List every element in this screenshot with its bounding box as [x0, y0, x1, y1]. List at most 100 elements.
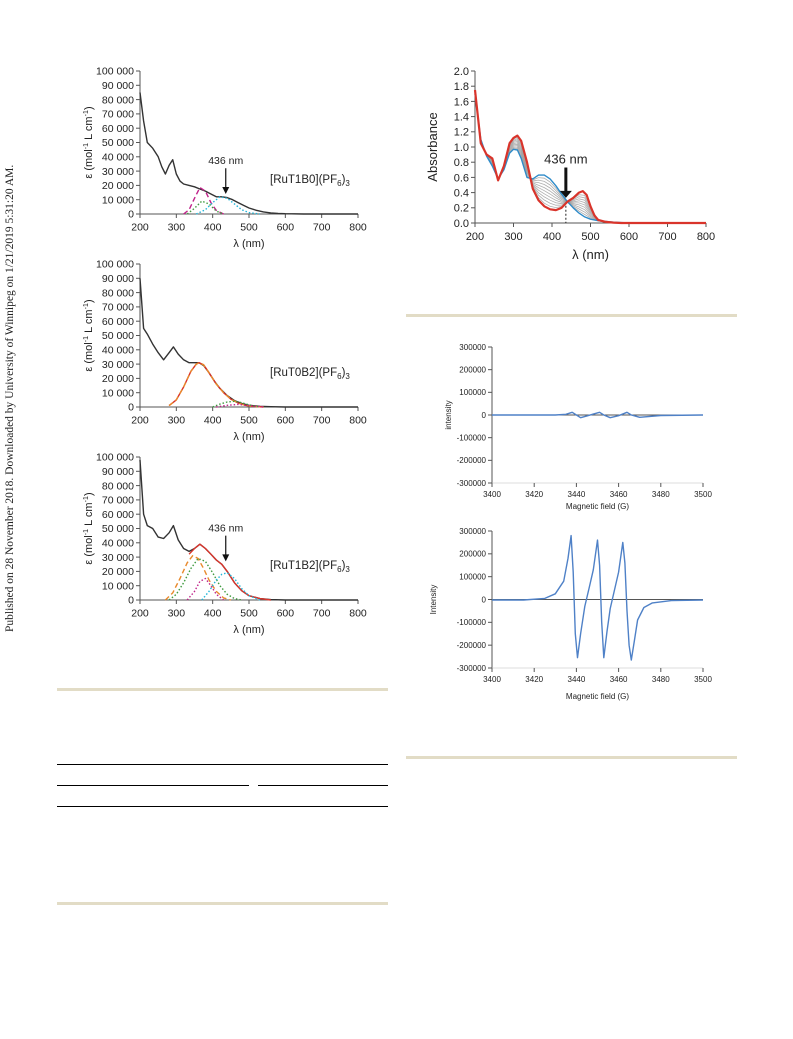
y-tick-label: -100000: [457, 618, 487, 627]
x-tick-label: 400: [204, 608, 222, 620]
y-tick-label: -300000: [457, 664, 487, 673]
x-tick-label: 600: [277, 608, 295, 620]
x-tick-label: 200: [466, 231, 484, 243]
y-tick-label: 20 000: [102, 566, 134, 578]
x-tick-label: 800: [349, 415, 367, 427]
series-line: [186, 200, 224, 215]
compound-label: [RuT0B2](PF6)3: [270, 367, 350, 381]
x-tick-label: 500: [240, 415, 258, 427]
y-tick-label: 0.0: [454, 218, 469, 230]
table-header-rule: [57, 806, 388, 807]
compound-label: [RuT1B2](PF6)3: [270, 560, 350, 574]
series-line: [164, 555, 231, 601]
x-axis-title: λ (nm): [572, 247, 609, 262]
epr-chart-strong: 300000 200000 100000 0 -100000 -200000 -300000…: [429, 527, 712, 701]
y-tick-label: 10 000: [102, 387, 134, 399]
y-tick-label: 40 000: [102, 151, 134, 163]
y-tick-label: 40 000: [102, 344, 134, 356]
x-tick-label: 800: [697, 231, 715, 243]
x-tick-label: 500: [240, 608, 258, 620]
annotation-arrow-head: [559, 190, 572, 198]
y-axis-title: Absorbance: [425, 112, 440, 181]
y-axis-title: ε (mol-1 L cm-1): [82, 492, 95, 564]
x-tick-label: 300: [168, 608, 186, 620]
y-tick-label: 2.0: [454, 66, 469, 78]
y-axis-title: ε (mol-1 L cm-1): [82, 299, 95, 371]
y-tick-label: 0: [128, 402, 134, 414]
y-tick-label: 20 000: [102, 180, 134, 192]
table-group-rule: [57, 785, 249, 786]
annotation-label: 436 nm: [208, 523, 243, 535]
y-tick-label: 0.8: [454, 157, 469, 169]
y-tick-label: 70 000: [102, 302, 134, 314]
x-tick-label: 300: [168, 415, 186, 427]
annotation-label: 436 nm: [208, 155, 243, 167]
series-line: [139, 278, 358, 408]
x-tick-label: 3480: [652, 490, 670, 499]
y-tick-label: 90 000: [102, 80, 134, 92]
y-tick-label: 0.2: [454, 203, 469, 215]
x-tick-label: 200: [131, 608, 149, 620]
x-tick-label: 700: [313, 222, 331, 234]
x-tick-label: 3500: [694, 490, 712, 499]
y-tick-label: -300000: [457, 479, 487, 488]
x-axis-title: Magnetic field (G): [566, 502, 629, 511]
uv-vis-chart-rut0b2: 0 10 000 20 000 30 000 40 000 50 000 60 000 70 …: [82, 259, 367, 443]
x-tick-label: 3440: [568, 675, 586, 684]
series-line: [473, 89, 706, 225]
y-tick-label: 1.4: [454, 111, 469, 123]
absorbance-titration-chart: 0.0 0.2 0.4 0.6 0.8 1.0 1.2 1.4 1.6 1.8 2.0 200 300 4…: [425, 66, 715, 262]
y-tick-label: 100000: [459, 572, 486, 581]
y-tick-label: 60 000: [102, 509, 134, 521]
section-rule: [57, 688, 388, 691]
series-line: [196, 196, 260, 215]
y-tick-label: 20 000: [102, 373, 134, 385]
table-top-rule: [57, 764, 388, 765]
y-tick-label: 1.0: [454, 142, 469, 154]
series-line: [168, 362, 264, 408]
x-tick-label: 400: [204, 222, 222, 234]
x-tick-label: 400: [543, 231, 561, 243]
y-tick-label: 90 000: [102, 466, 134, 478]
y-axis-title: intensity: [444, 400, 453, 429]
y-tick-label: 1.6: [454, 96, 469, 108]
series-line: [212, 400, 261, 408]
x-tick-label: 300: [504, 231, 522, 243]
x-tick-label: 600: [277, 222, 295, 234]
annotation-arrow-head: [222, 186, 230, 194]
x-tick-label: 800: [349, 608, 367, 620]
x-tick-label: 3460: [610, 675, 628, 684]
series-line: [492, 534, 704, 661]
y-tick-label: 50 000: [102, 523, 134, 535]
x-axis-title: λ (nm): [233, 624, 264, 636]
x-tick-label: 3420: [525, 490, 543, 499]
y-tick-label: 30 000: [102, 166, 134, 178]
series-line: [188, 543, 271, 601]
series-line: [216, 403, 264, 408]
y-tick-label: 0: [128, 209, 134, 221]
y-tick-label: -200000: [457, 456, 487, 465]
y-tick-label: 300000: [459, 527, 486, 536]
y-tick-label: 90 000: [102, 273, 134, 285]
series-line: [492, 411, 704, 419]
y-tick-label: 0: [482, 411, 487, 420]
x-tick-label: 300: [168, 222, 186, 234]
y-tick-label: 30 000: [102, 552, 134, 564]
y-tick-label: 300000: [459, 343, 486, 352]
series-line: [139, 92, 358, 215]
x-axis-title: λ (nm): [233, 431, 264, 443]
x-tick-label: 3500: [694, 675, 712, 684]
x-tick-label: 700: [313, 415, 331, 427]
y-tick-label: 10 000: [102, 194, 134, 206]
x-axis-title: λ (nm): [233, 238, 264, 250]
epr-chart-weak: 300000 200000 100000 0 -100000 -200000 -300000…: [444, 343, 712, 511]
y-tick-label: 1.8: [454, 81, 469, 93]
y-tick-label: 200000: [459, 550, 486, 559]
x-tick-label: 3420: [525, 675, 543, 684]
y-tick-label: 60 000: [102, 316, 134, 328]
y-tick-label: 0: [482, 595, 487, 604]
series-line: [139, 459, 358, 601]
series-line: [183, 186, 224, 215]
y-tick-label: 100 000: [96, 259, 134, 271]
